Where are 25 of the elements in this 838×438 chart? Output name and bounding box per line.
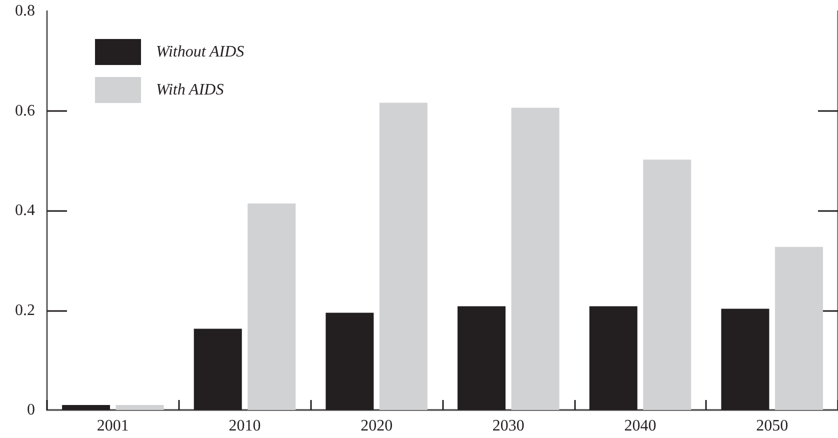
bar	[248, 204, 296, 410]
x-tick-label: 2030	[492, 418, 524, 434]
legend-label: Without AIDS	[156, 44, 244, 60]
y-tick-label: 0.8	[15, 2, 35, 20]
x-tick-label: 2040	[624, 418, 656, 434]
bar	[589, 306, 638, 410]
bar	[511, 108, 560, 410]
x-tick-label: 2050	[756, 418, 788, 434]
y-tick-label: 0.4	[15, 202, 35, 219]
legend-label: With AIDS	[156, 82, 224, 98]
y-tick-label: 0.2	[15, 302, 35, 319]
x-tick-label: 2020	[360, 418, 393, 434]
bar	[379, 102, 428, 410]
x-tick-label: 2010	[228, 418, 261, 434]
y-tick-label: 0	[27, 402, 35, 418]
bar	[194, 328, 242, 410]
x-tick-label: 2001	[96, 418, 129, 434]
y-tick-label: 0.6	[15, 102, 35, 120]
bar	[326, 312, 374, 410]
bar	[458, 306, 506, 410]
bar	[643, 160, 692, 410]
bar	[774, 246, 823, 410]
bar	[721, 308, 770, 410]
bar	[116, 405, 164, 410]
bar	[62, 405, 110, 410]
